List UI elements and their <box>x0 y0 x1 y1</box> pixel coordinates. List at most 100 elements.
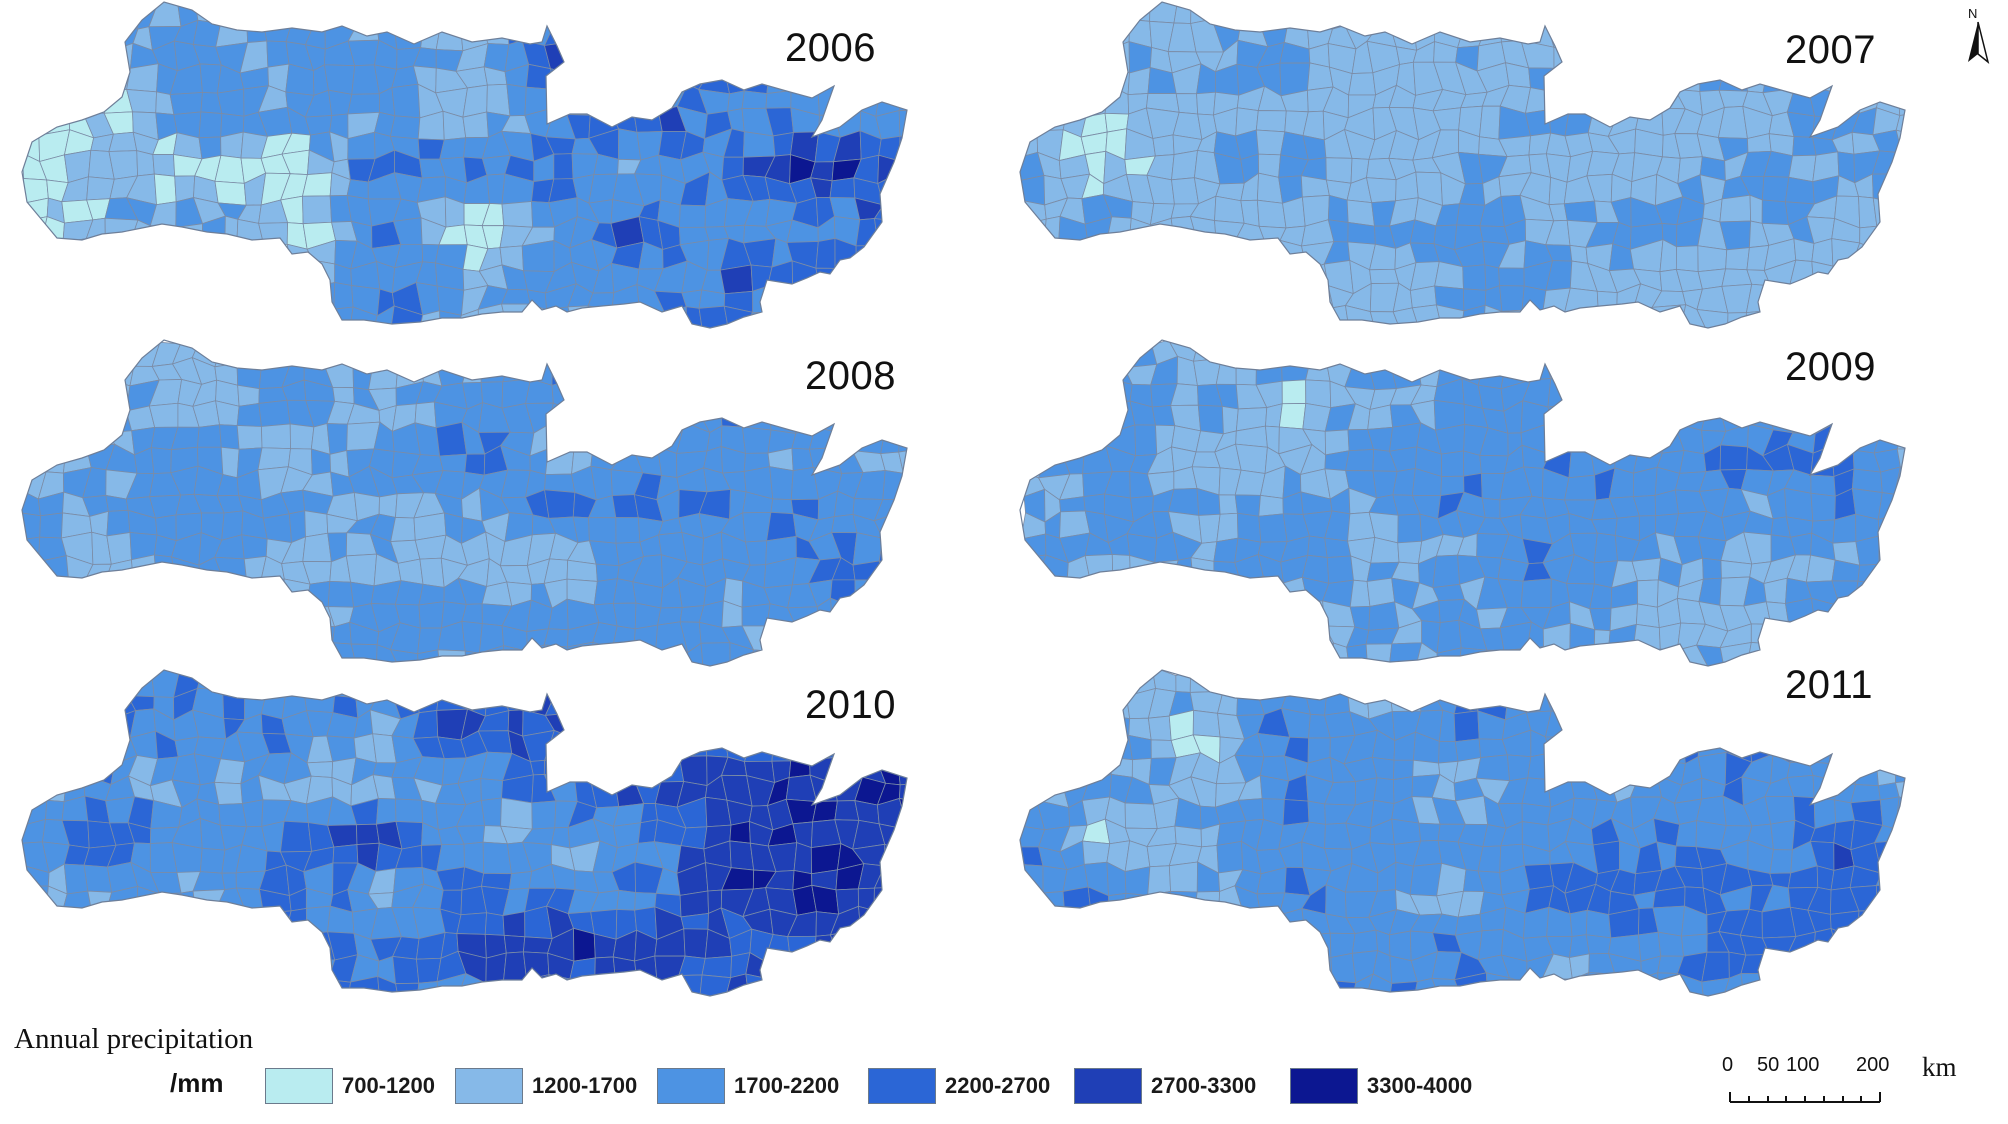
map-district <box>110 667 134 698</box>
map-outline <box>21 1 908 329</box>
map-district <box>1020 282 1046 307</box>
map-district <box>1893 2 1905 26</box>
map-district <box>697 378 732 412</box>
map-district <box>1284 975 1312 996</box>
map-district <box>898 797 907 831</box>
map-district <box>1611 733 1637 756</box>
map-district <box>553 2 576 29</box>
map-district <box>220 446 240 479</box>
map-district <box>1874 686 1901 719</box>
map-district <box>1566 670 1598 693</box>
map-district <box>1020 112 1038 135</box>
map-district <box>1855 1000 1881 1024</box>
map-district <box>281 327 314 328</box>
map-district <box>1696 309 1729 328</box>
map-district <box>818 285 836 313</box>
map-district <box>699 995 733 996</box>
map-district <box>1081 773 1113 801</box>
map-district <box>654 651 689 666</box>
map-district <box>1080 972 1106 996</box>
map-district <box>462 665 484 666</box>
map-district <box>70 399 90 423</box>
map-district <box>150 575 179 609</box>
map-district <box>767 978 797 996</box>
map-district <box>214 325 244 328</box>
map-district <box>90 686 112 720</box>
map-district <box>1326 555 1354 584</box>
map-district <box>1876 621 1904 655</box>
map-district <box>1673 26 1708 51</box>
map-district <box>238 670 266 698</box>
map-district <box>1740 973 1772 996</box>
map-district <box>37 382 72 402</box>
map-district <box>285 287 313 316</box>
map-district <box>368 361 399 391</box>
map-district <box>547 421 575 450</box>
map-district <box>439 999 466 1026</box>
map-district <box>1089 606 1107 629</box>
map-district <box>884 619 907 655</box>
map-district <box>1614 85 1641 114</box>
map-district <box>1301 307 1334 328</box>
map-district <box>1678 2 1707 28</box>
map-district <box>486 83 511 117</box>
map-district <box>897 909 907 931</box>
map-district <box>613 63 637 92</box>
map-district <box>1086 286 1111 317</box>
map-district <box>68 732 89 762</box>
map-district <box>1527 752 1551 780</box>
map-district <box>1567 754 1594 786</box>
map-district <box>1369 268 1400 284</box>
map-district <box>1085 264 1104 293</box>
map-district <box>678 204 706 228</box>
map-district <box>896 220 907 246</box>
map-district <box>257 340 292 365</box>
map-district <box>153 291 175 315</box>
map-district <box>1347 340 1376 363</box>
map-district <box>1811 597 1841 633</box>
map-district <box>1017 670 1045 694</box>
map-district <box>1195 628 1222 652</box>
map-district <box>1061 709 1093 743</box>
map-district <box>1635 603 1660 629</box>
map-district <box>1674 671 1702 691</box>
map-district <box>1741 342 1775 368</box>
map-district <box>1083 715 1112 740</box>
map-district <box>1547 752 1571 781</box>
map-district <box>333 670 357 699</box>
map-district <box>680 356 702 391</box>
map-district <box>180 644 201 666</box>
map-district <box>1458 668 1485 691</box>
map-district <box>1719 444 1748 471</box>
map-district <box>588 753 621 777</box>
map-district <box>64 332 92 359</box>
map-district <box>1742 688 1775 721</box>
map-district <box>1876 603 1897 629</box>
map-district <box>107 930 136 961</box>
map-district <box>1174 244 1199 272</box>
map-district <box>1636 64 1662 94</box>
map-district <box>418 668 439 693</box>
map-district <box>107 950 129 982</box>
map-district <box>1814 308 1841 328</box>
map-district <box>836 643 862 665</box>
map-district <box>126 287 158 310</box>
map-district <box>303 958 336 981</box>
map-district <box>82 582 108 603</box>
map-district <box>1260 289 1287 315</box>
map-district <box>617 340 642 369</box>
map-district <box>389 115 421 140</box>
map-district <box>1243 912 1262 933</box>
map-district <box>311 307 335 328</box>
map-district <box>618 400 644 434</box>
map-district <box>84 238 109 272</box>
map-district <box>595 740 621 758</box>
map-district <box>1479 105 1501 140</box>
map-district <box>44 644 69 666</box>
map-district <box>65 973 87 996</box>
map-district <box>832 426 860 452</box>
map-district <box>83 421 116 447</box>
map-district <box>597 387 622 405</box>
map-district <box>484 912 505 936</box>
map-district <box>1569 775 1598 801</box>
